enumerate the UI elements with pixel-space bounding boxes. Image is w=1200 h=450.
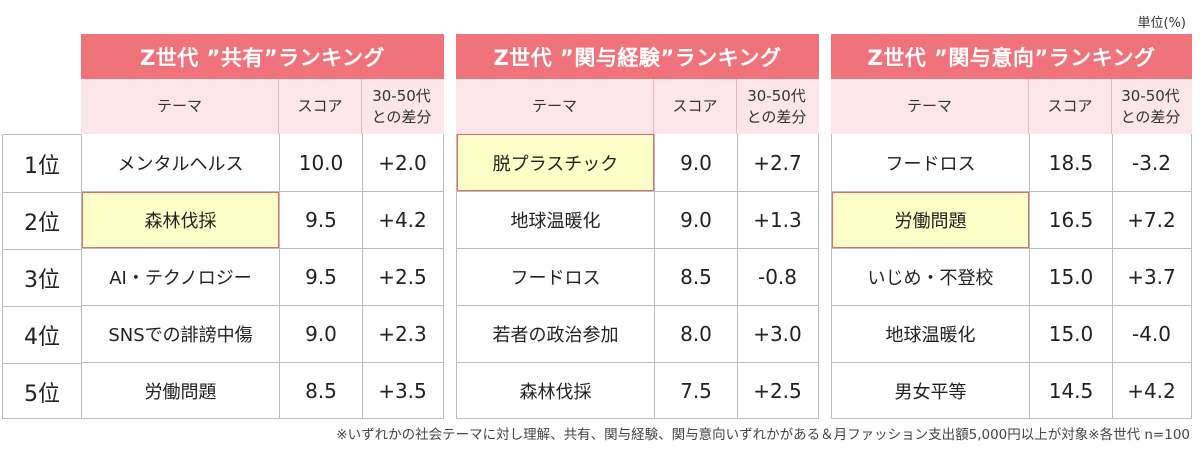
- cell-theme: 若者の政治参加: [492, 325, 619, 346]
- cell-theme: 労働問題: [832, 192, 1029, 248]
- table-row: 地球温暖化 9.0 +1.3: [457, 191, 818, 248]
- cell-diff: +2.5: [362, 249, 442, 305]
- cell-diff: +2.0: [362, 134, 442, 191]
- cell-score: 9.5: [279, 192, 362, 248]
- panel-title: Z世代 ”関与意向”ランキング: [831, 34, 1192, 79]
- cell-score: 8.5: [279, 363, 362, 419]
- cell-score: 15.0: [1029, 249, 1112, 305]
- table-row: 森林伐採 7.5 +2.5: [457, 362, 818, 419]
- header-theme: テーマ: [156, 97, 202, 116]
- table-row: 男女平等 14.5 +4.2: [832, 362, 1191, 419]
- cell-theme: フードロス: [510, 268, 601, 289]
- ranking-table-body: 脱プラスチック 9.0 +2.7 地球温暖化 9.0 +1.3 フードロス 8.5 -0.8 若者…: [456, 134, 819, 419]
- cell-theme: 森林伐採: [82, 192, 279, 248]
- table-row: 労働問題 8.5 +3.5: [82, 362, 443, 419]
- table-row: AI・テクノロジー 9.5 +2.5: [82, 248, 443, 305]
- rank-label: 1位: [24, 153, 60, 179]
- cell-score: 18.5: [1029, 134, 1112, 191]
- rank-label: 5位: [3, 363, 81, 420]
- table-row: 脱プラスチック 9.0 +2.7: [457, 134, 818, 191]
- cell-score: 10.0: [279, 134, 362, 191]
- rank-label: 4位: [3, 306, 81, 363]
- cell-diff: +2.7: [737, 134, 817, 191]
- panel-title: Z世代 ”共有”ランキング: [81, 34, 444, 79]
- cell-diff: +2.3: [362, 306, 442, 362]
- panel-involvement-intent-ranking: Z世代 ”関与意向”ランキング テーマ スコア 30-50代 との差分 フードロス 18.5…: [831, 34, 1192, 419]
- rank-label: 3位: [3, 249, 81, 306]
- cell-diff: +3.5: [362, 363, 442, 419]
- table-row: フードロス 8.5 -0.8: [457, 248, 818, 305]
- ranking-table-body: メンタルヘルス 10.0 +2.0 森林伐採 9.5 +4.2 AI・テクノロジー 9.5 +2…: [81, 134, 444, 419]
- cell-diff: +7.2: [1112, 192, 1190, 248]
- header-score: スコア: [278, 79, 361, 134]
- header-diff-line2: との差分: [746, 107, 807, 126]
- header-diff-line2: との差分: [1120, 107, 1181, 126]
- rank-label: 2位: [3, 192, 81, 249]
- cell-theme: いじめ・不登校: [867, 268, 994, 289]
- header-diff-line1: 30-50代: [372, 87, 431, 106]
- header-score: スコア: [1028, 79, 1111, 134]
- cell-score: 8.5: [654, 249, 737, 305]
- table-row: SNSでの誹謗中傷 9.0 +2.3: [82, 305, 443, 362]
- table-row: 若者の政治参加 8.0 +3.0: [457, 305, 818, 362]
- table-row: 労働問題 16.5 +7.2: [832, 191, 1191, 248]
- cell-score: 14.5: [1029, 363, 1112, 419]
- column-header-row: テーマ スコア 30-50代 との差分: [456, 79, 819, 134]
- cell-theme: フードロス: [885, 153, 976, 175]
- header-theme: テーマ: [906, 97, 952, 116]
- cell-score: 9.0: [654, 192, 737, 248]
- cell-diff: -4.0: [1112, 306, 1190, 362]
- header-diff-line2: との差分: [371, 107, 432, 126]
- footnote: ※いずれかの社会テーマに対し理解、共有、関与経験、関与意向いずれかがある＆月ファ…: [336, 427, 1190, 443]
- cell-diff: +4.2: [362, 192, 442, 248]
- panel-title: Z世代 ”関与経験”ランキング: [456, 34, 819, 79]
- cell-theme: 地球温暖化: [510, 211, 601, 232]
- column-header-row: テーマ スコア 30-50代 との差分: [831, 79, 1192, 134]
- cell-theme: 脱プラスチック: [457, 134, 654, 191]
- cell-diff: +3.7: [1112, 249, 1190, 305]
- table-row: 地球温暖化 15.0 -4.0: [832, 305, 1191, 362]
- cell-diff: -3.2: [1112, 134, 1190, 191]
- cell-score: 16.5: [1029, 192, 1112, 248]
- cell-score: 9.0: [279, 306, 362, 362]
- cell-diff: +1.3: [737, 192, 817, 248]
- ranking-table-body: フードロス 18.5 -3.2 労働問題 16.5 +7.2 いじめ・不登校 15.0 +3.7…: [831, 134, 1192, 419]
- table-row: いじめ・不登校 15.0 +3.7: [832, 248, 1191, 305]
- cell-diff: +2.5: [737, 363, 817, 419]
- panel-involvement-experience-ranking: Z世代 ”関与経験”ランキング テーマ スコア 30-50代 との差分 脱プラスチック 9.…: [456, 34, 819, 419]
- cell-diff: +3.0: [737, 306, 817, 362]
- table-row: フードロス 18.5 -3.2: [832, 134, 1191, 191]
- header-diff-line1: 30-50代: [747, 87, 806, 106]
- cell-score: 8.0: [654, 306, 737, 362]
- header-theme: テーマ: [531, 97, 577, 116]
- cell-score: 9.0: [654, 134, 737, 191]
- cell-score: 7.5: [654, 363, 737, 419]
- panel-share-ranking: Z世代 ”共有”ランキング テーマ スコア 30-50代 との差分 メンタルヘルス 10.0…: [81, 34, 444, 419]
- unit-label: 単位(%): [1137, 16, 1187, 31]
- header-diff: 30-50代 との差分: [736, 79, 816, 134]
- cell-theme: メンタルヘルス: [117, 153, 244, 175]
- header-diff-line1: 30-50代: [1121, 87, 1180, 106]
- cell-theme: AI・テクノロジー: [109, 268, 252, 289]
- cell-score: 15.0: [1029, 306, 1112, 362]
- cell-diff: +4.2: [1112, 363, 1190, 419]
- table-row: 森林伐採 9.5 +4.2: [82, 191, 443, 248]
- header-diff: 30-50代 との差分: [1111, 79, 1189, 134]
- cell-theme: 男女平等: [894, 382, 967, 403]
- rank-column: 1位 2位 3位 4位 5位: [2, 134, 82, 419]
- cell-theme: SNSでの誹謗中傷: [108, 325, 253, 346]
- header-diff: 30-50代 との差分: [361, 79, 441, 134]
- header-score: スコア: [653, 79, 736, 134]
- column-header-row: テーマ スコア 30-50代 との差分: [81, 79, 444, 134]
- cell-theme: 労働問題: [144, 382, 217, 403]
- table-row: メンタルヘルス 10.0 +2.0: [82, 134, 443, 191]
- cell-theme: 森林伐採: [519, 382, 592, 403]
- cell-score: 9.5: [279, 249, 362, 305]
- cell-diff: -0.8: [737, 249, 817, 305]
- cell-theme: 地球温暖化: [885, 325, 976, 346]
